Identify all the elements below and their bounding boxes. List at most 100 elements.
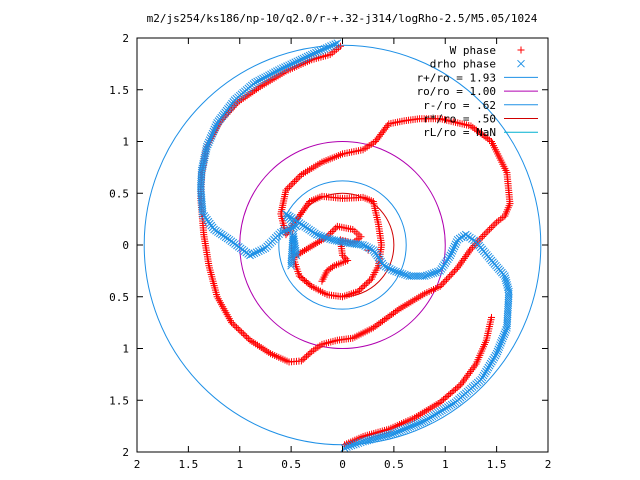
point <box>500 330 509 339</box>
point <box>296 172 304 180</box>
point <box>480 231 488 239</box>
point <box>297 357 305 365</box>
point <box>365 244 374 252</box>
point <box>273 67 281 75</box>
point <box>501 274 510 283</box>
point <box>385 120 393 128</box>
point <box>434 408 443 417</box>
point <box>436 407 444 416</box>
point <box>301 354 309 362</box>
y-tick-label: 1.5 <box>109 84 129 97</box>
point <box>315 231 323 240</box>
point <box>486 359 495 368</box>
point <box>373 136 381 144</box>
point <box>431 268 440 277</box>
point <box>238 328 246 336</box>
point <box>305 51 314 60</box>
point <box>482 229 490 237</box>
point <box>396 427 404 435</box>
point <box>345 442 354 451</box>
point <box>503 283 512 291</box>
point <box>330 226 338 234</box>
point <box>486 225 494 233</box>
point <box>479 232 487 240</box>
point <box>265 71 273 80</box>
point <box>304 279 312 287</box>
point <box>493 347 502 356</box>
point <box>392 267 400 276</box>
point <box>365 436 374 444</box>
point <box>291 58 300 67</box>
point <box>356 438 365 447</box>
point <box>198 207 207 216</box>
point <box>443 403 452 411</box>
x-tick-label: 1.5 <box>487 458 507 471</box>
point <box>496 341 504 349</box>
point <box>503 323 511 332</box>
point <box>212 121 221 129</box>
point <box>349 440 358 449</box>
point <box>446 390 454 398</box>
point <box>229 320 237 328</box>
point <box>452 385 460 393</box>
point <box>457 233 466 242</box>
point <box>324 43 333 51</box>
point <box>327 42 335 50</box>
point <box>494 345 503 354</box>
point <box>301 276 309 284</box>
legend-label: W phase <box>450 44 496 57</box>
legend-label: drho phase <box>430 58 496 71</box>
y-tick-label: 0.5 <box>109 291 129 304</box>
point <box>374 433 383 442</box>
point <box>356 286 364 294</box>
point <box>340 253 348 261</box>
point <box>452 265 460 273</box>
point <box>299 355 307 363</box>
y-tick-label: 0.5 <box>109 187 129 200</box>
point <box>292 176 300 184</box>
x-tick-label: 2 <box>545 458 552 471</box>
point <box>211 123 220 132</box>
point <box>442 276 450 284</box>
point <box>451 398 460 407</box>
point <box>236 327 244 335</box>
point <box>455 382 463 390</box>
point <box>239 330 247 338</box>
point <box>422 415 431 424</box>
legend-label: ro/ro = 1.00 <box>417 85 496 98</box>
point <box>306 281 314 289</box>
point <box>332 224 340 232</box>
point <box>293 57 302 66</box>
point <box>285 183 293 191</box>
point <box>287 60 295 69</box>
point <box>448 388 456 396</box>
point <box>410 421 419 429</box>
point <box>347 441 356 450</box>
point <box>361 281 369 289</box>
point <box>326 235 334 243</box>
point <box>449 244 458 253</box>
point <box>307 50 316 59</box>
point <box>392 428 400 437</box>
point <box>467 245 475 253</box>
point <box>287 181 295 189</box>
point <box>484 227 492 235</box>
point <box>424 414 433 423</box>
point <box>261 73 269 82</box>
point <box>394 268 403 277</box>
point <box>357 284 365 292</box>
point <box>295 56 304 65</box>
point <box>244 335 252 343</box>
point <box>450 242 459 251</box>
point <box>440 395 448 403</box>
point <box>488 357 496 366</box>
point <box>328 228 336 236</box>
point <box>381 262 390 271</box>
point <box>366 277 374 285</box>
point <box>271 68 279 77</box>
point <box>482 367 490 376</box>
point <box>361 242 369 250</box>
point <box>206 134 215 142</box>
point <box>423 271 431 280</box>
